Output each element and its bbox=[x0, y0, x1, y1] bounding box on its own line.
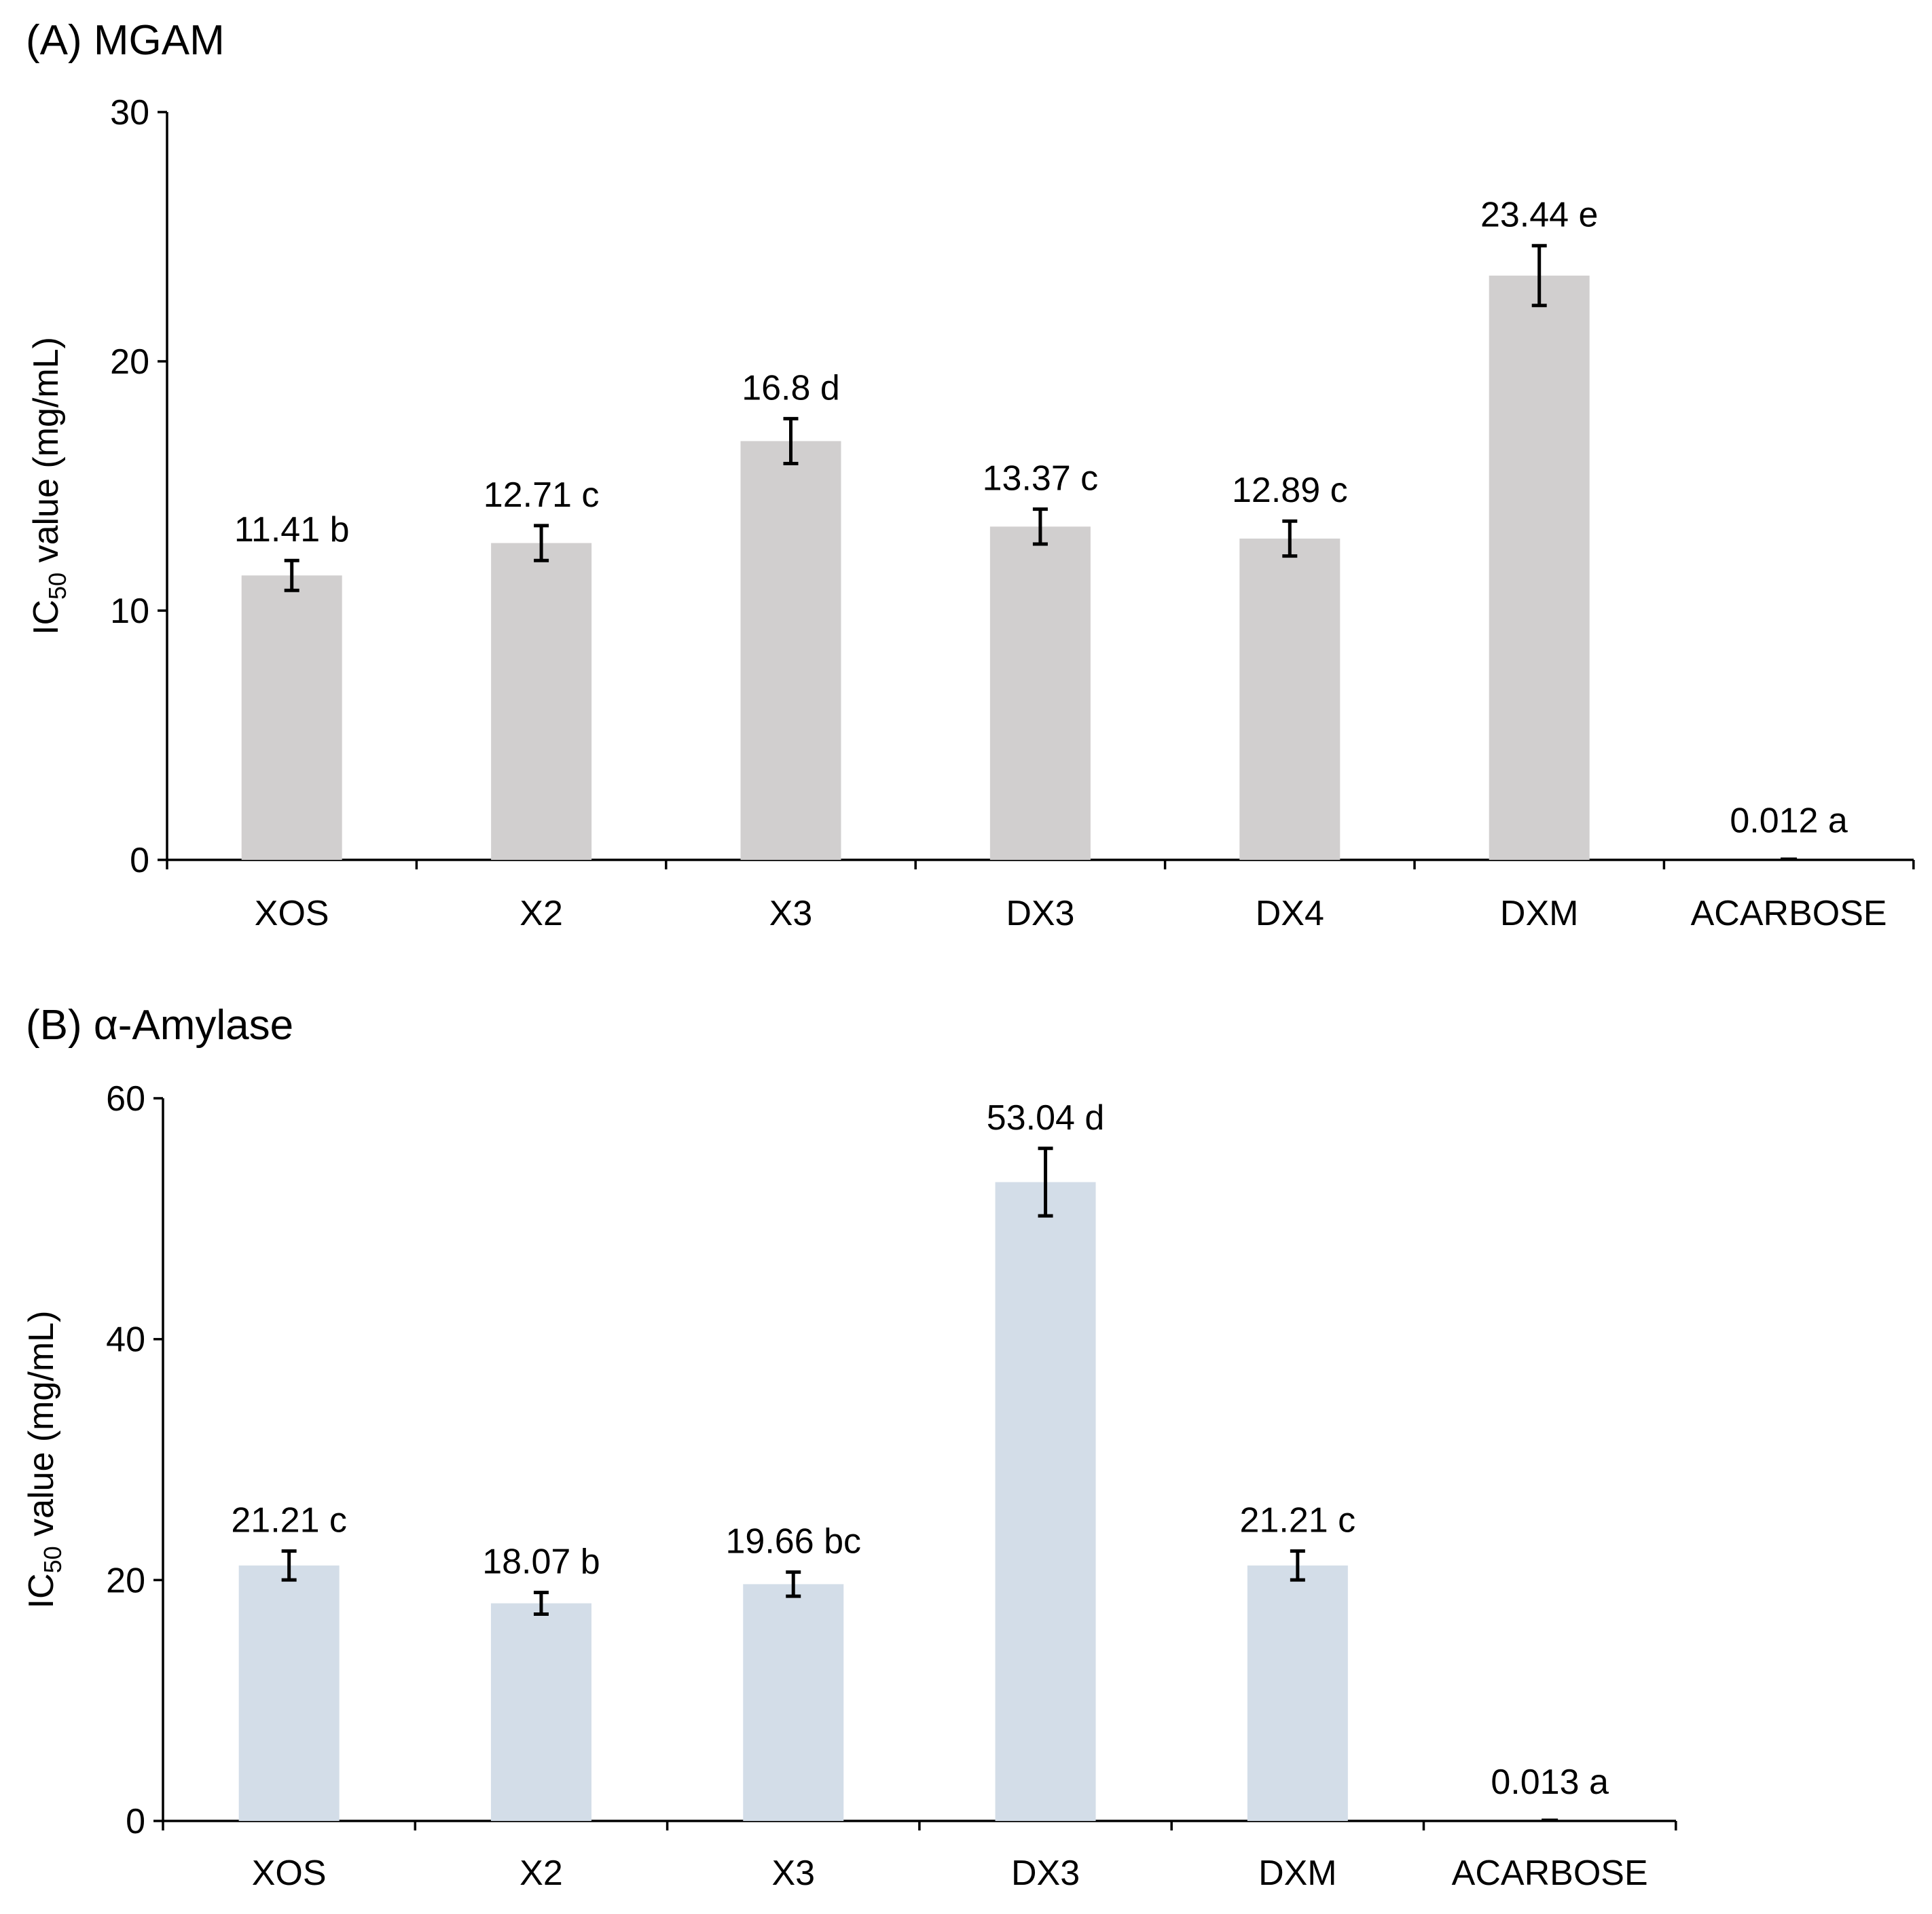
category-label: DX4 bbox=[1256, 894, 1324, 933]
y-axis-label-unit: value (mg/mL) bbox=[26, 337, 66, 573]
y-axis-label-main: IC bbox=[22, 1573, 61, 1608]
y-axis-label-subscript: 50 bbox=[39, 1546, 67, 1573]
bar-xos bbox=[238, 1565, 340, 1821]
y-tick-label: 40 bbox=[106, 1320, 145, 1360]
bar-x3 bbox=[743, 1584, 844, 1821]
data-label: 16.8 d bbox=[742, 368, 840, 408]
data-label: 53.04 d bbox=[987, 1098, 1105, 1138]
data-label: 0.012 a bbox=[1730, 801, 1848, 841]
category-label: X3 bbox=[771, 1854, 815, 1893]
y-tick-label: 0 bbox=[126, 1802, 145, 1841]
category-label: DXM bbox=[1500, 894, 1579, 933]
panel-alpha-amylase: (B) α-Amylase IC50 value (mg/mL) 0 20 40 60 21… bbox=[22, 1002, 1677, 1893]
bar-xos bbox=[241, 575, 342, 860]
chart-title: (B) α-Amylase bbox=[26, 1002, 293, 1049]
bar-x3 bbox=[740, 441, 841, 860]
category-label: X2 bbox=[520, 1854, 563, 1893]
y-axis-label: IC50 value (mg/mL) bbox=[22, 1311, 67, 1609]
y-axis-label-unit: value (mg/mL) bbox=[22, 1311, 61, 1547]
panel-mgam: (A) MGAM IC50 value (mg/mL) 0 10 20 30 11.41 b… bbox=[26, 17, 1915, 933]
y-axis-label-main: IC bbox=[26, 600, 66, 635]
data-label: 0.013 a bbox=[1491, 1763, 1609, 1802]
category-label: DX3 bbox=[1006, 894, 1074, 933]
bar-dxm bbox=[1247, 1565, 1348, 1821]
category-label: DX3 bbox=[1011, 1854, 1080, 1893]
data-label: 12.89 c bbox=[1232, 471, 1348, 510]
y-tick-label: 10 bbox=[110, 592, 149, 631]
data-label: 21.21 c bbox=[1240, 1501, 1356, 1540]
data-label: 11.41 b bbox=[234, 510, 350, 549]
chart-title: (A) MGAM bbox=[26, 17, 225, 64]
data-label: 13.37 c bbox=[983, 459, 1099, 499]
y-axis-label: IC50 value (mg/mL) bbox=[26, 337, 71, 635]
y-tick-label: 30 bbox=[110, 93, 149, 132]
category-label: ACARBOSE bbox=[1452, 1854, 1648, 1893]
bar-x2 bbox=[491, 543, 592, 860]
y-tick-label: 20 bbox=[106, 1561, 145, 1600]
category-label: X3 bbox=[769, 894, 813, 933]
bar-dx4 bbox=[1239, 538, 1341, 860]
bar-dx3 bbox=[989, 526, 1091, 860]
category-label: ACARBOSE bbox=[1691, 894, 1887, 933]
category-label: XOS bbox=[255, 894, 329, 933]
data-label: 23.44 e bbox=[1480, 196, 1599, 235]
y-tick-label: 20 bbox=[110, 342, 149, 382]
y-tick-label: 0 bbox=[130, 841, 149, 880]
data-label: 12.71 c bbox=[484, 475, 600, 515]
data-label: 18.07 b bbox=[482, 1542, 600, 1582]
bar-dxm bbox=[1489, 275, 1590, 860]
bar-dx3 bbox=[995, 1182, 1096, 1821]
bar-x2 bbox=[490, 1603, 591, 1821]
category-label: X2 bbox=[520, 894, 563, 933]
data-label: 21.21 c bbox=[231, 1501, 347, 1540]
category-label: XOS bbox=[252, 1854, 327, 1893]
y-axis-label-subscript: 50 bbox=[43, 573, 71, 600]
data-label: 19.66 bc bbox=[726, 1522, 862, 1561]
category-label: DXM bbox=[1258, 1854, 1337, 1893]
y-tick-label: 60 bbox=[106, 1079, 145, 1119]
